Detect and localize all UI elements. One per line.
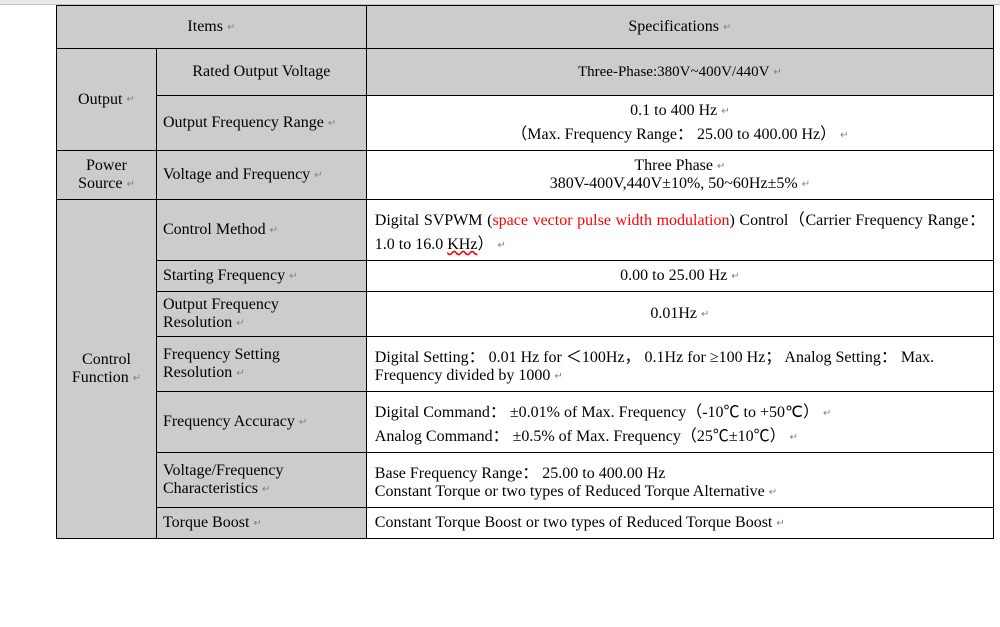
row-output-freq-resolution: Output Frequency Resolution↵ 0.01Hz↵ <box>57 292 994 337</box>
item-vf-characteristics: Voltage/Frequency Characteristics↵ <box>156 453 366 508</box>
row-freq-setting-resolution: Frequency Setting Resolution↵ Digital Se… <box>57 337 994 392</box>
spec-rated-output-voltage: Three-Phase:380V~400V/440V↵ <box>366 49 993 96</box>
spec-output-freq-resolution: 0.01Hz↵ <box>366 292 993 337</box>
row-output-freq-range: Output Frequency Range↵ 0.1 to 400 Hz↵ （… <box>57 96 994 151</box>
spec-output-freq-range: 0.1 to 400 Hz↵ （Max. Frequency Range： 25… <box>366 96 993 151</box>
spec-freq-accuracy: Digital Command： ±0.01% of Max. Frequenc… <box>366 392 993 453</box>
item-voltage-frequency: Voltage and Frequency↵ <box>156 151 366 200</box>
header-row: Items↵ Specifications↵ <box>57 6 994 49</box>
item-control-method: Control Method↵ <box>156 200 366 261</box>
item-output-freq-resolution: Output Frequency Resolution↵ <box>156 292 366 337</box>
spec-control-method: Digital SVPWM (space vector pulse width … <box>366 200 993 261</box>
row-torque-boost: Torque Boost↵ Constant Torque Boost or t… <box>57 508 994 539</box>
row-freq-accuracy: Frequency Accuracy↵ Digital Command： ±0.… <box>57 392 994 453</box>
spec-torque-boost: Constant Torque Boost or two types of Re… <box>366 508 993 539</box>
item-freq-accuracy: Frequency Accuracy↵ <box>156 392 366 453</box>
spec-table: Items↵ Specifications↵ Output↵ Rated Out… <box>56 5 994 539</box>
item-torque-boost: Torque Boost↵ <box>156 508 366 539</box>
spec-vf-characteristics: Base Frequency Range： 25.00 to 400.00 Hz… <box>366 453 993 508</box>
item-starting-frequency: Starting Frequency↵ <box>156 261 366 292</box>
header-items: Items↵ <box>57 6 367 49</box>
row-output-voltage: Output↵ Rated Output Voltage Three-Phase… <box>57 49 994 96</box>
header-specs: Specifications↵ <box>366 6 993 49</box>
row-control-method: Control Function↵ Control Method↵ Digita… <box>57 200 994 261</box>
spec-freq-setting-resolution: Digital Setting： 0.01 Hz for ＜100Hz， 0.1… <box>366 337 993 392</box>
category-output: Output↵ <box>57 49 157 151</box>
spec-starting-frequency: 0.00 to 25.00 Hz↵ <box>366 261 993 292</box>
item-output-freq-range: Output Frequency Range↵ <box>156 96 366 151</box>
row-power-source: Power Source↵ Voltage and Frequency↵ Thr… <box>57 151 994 200</box>
category-power-source: Power Source↵ <box>57 151 157 200</box>
spec-voltage-frequency: Three Phase↵ 380V-400V,440V±10%, 50~60Hz… <box>366 151 993 200</box>
category-control-function: Control Function↵ <box>57 200 157 539</box>
row-vf-characteristics: Voltage/Frequency Characteristics↵ Base … <box>57 453 994 508</box>
item-rated-output-voltage: Rated Output Voltage <box>156 49 366 96</box>
row-starting-frequency: Starting Frequency↵ 0.00 to 25.00 Hz↵ <box>57 261 994 292</box>
item-freq-setting-resolution: Frequency Setting Resolution↵ <box>156 337 366 392</box>
